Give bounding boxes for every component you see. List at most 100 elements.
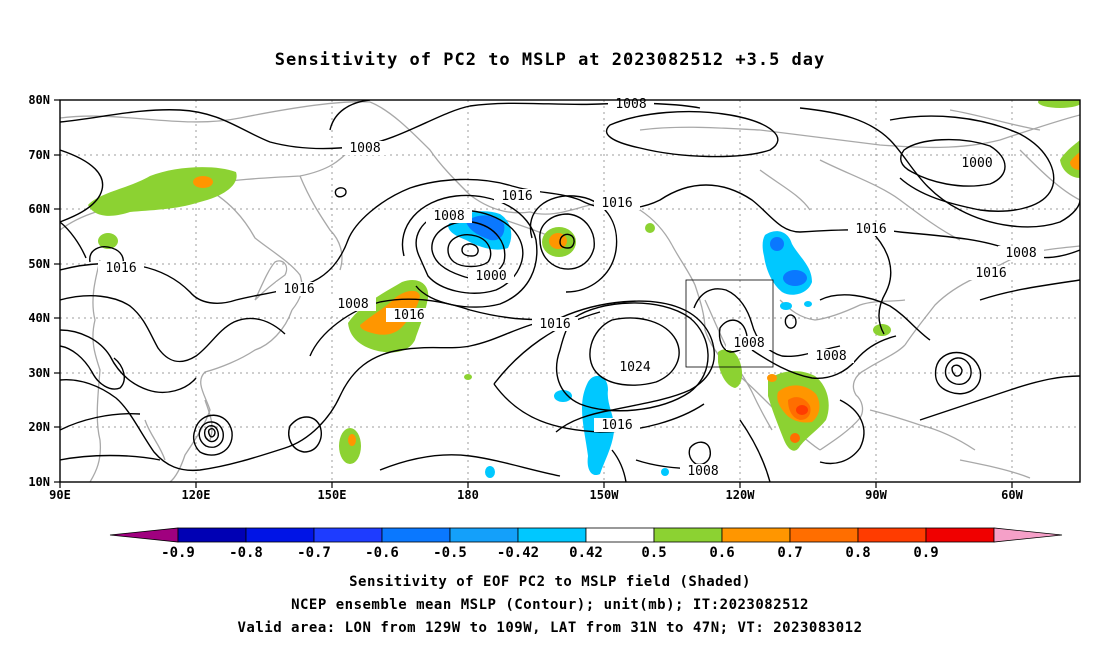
contour-label: 1016: [98, 261, 144, 276]
contour-label: 1008: [330, 297, 376, 312]
mslp-contours: [60, 100, 1080, 482]
lat-label: 20N: [28, 420, 50, 434]
svg-text:1008: 1008: [433, 209, 464, 224]
colorbar-tick-label: -0.8: [229, 545, 263, 561]
lon-label: 180: [457, 488, 479, 502]
lon-label: 150W: [590, 488, 620, 502]
svg-text:1016: 1016: [501, 189, 532, 204]
svg-text:1000: 1000: [475, 269, 506, 284]
svg-text:1016: 1016: [601, 418, 632, 433]
map-background: [60, 100, 1080, 482]
colorbar-tick-label: -0.5: [433, 545, 467, 561]
shade-positive-strong: [796, 405, 808, 415]
lat-label: 70N: [28, 148, 50, 162]
shade-negative-small: [780, 302, 792, 310]
contour-label: 1016: [494, 189, 540, 204]
shade-negative-small: [804, 301, 812, 307]
svg-text:1016: 1016: [283, 282, 314, 297]
shade-negative-strong: [770, 237, 784, 251]
lon-label: 120W: [726, 488, 756, 502]
colorbar-swatch: [313, 527, 383, 543]
colorbar-tick-label: -0.7: [297, 545, 331, 561]
colorbar-tick-label: 0.5: [641, 545, 666, 561]
colorbar-tick-label: -0.6: [365, 545, 399, 561]
svg-text:1008: 1008: [815, 349, 846, 364]
lon-label: 120E: [182, 488, 211, 502]
shade-positive-small: [464, 374, 472, 380]
contour-label: 1008: [998, 246, 1044, 261]
figure-title: Sensitivity of PC2 to MSLP at 2023082512…: [274, 50, 826, 70]
footnote-valid-area: Valid area: LON from 129W to 109W, LAT f…: [237, 620, 863, 636]
svg-text:1016: 1016: [539, 317, 570, 332]
axis-ticks: [54, 99, 1013, 488]
shade-positive-small: [193, 176, 213, 188]
contour-label: 1000: [468, 269, 514, 284]
svg-text:1016: 1016: [393, 308, 424, 323]
latitude-labels: 80N 70N 60N 50N 40N 30N 20N 10N: [28, 93, 50, 489]
contour-label: 1016: [532, 317, 578, 332]
map-frame: [59, 99, 1081, 483]
shade-positive-small: [645, 223, 655, 233]
shade-negative-small: [554, 390, 572, 402]
shade-positive-small: [339, 428, 361, 464]
svg-text:1016: 1016: [601, 196, 632, 211]
lat-label: 50N: [28, 257, 50, 271]
shade-positive-small: [767, 374, 777, 382]
lat-label: 80N: [28, 93, 50, 107]
svg-text:1008: 1008: [1005, 246, 1036, 261]
colorbar-swatch: [721, 527, 791, 543]
svg-text:1008: 1008: [337, 297, 368, 312]
shade-positive-strong: [790, 433, 800, 443]
colorbar: [109, 527, 1063, 543]
grid-lines: [60, 100, 1080, 482]
shade-positive-small: [1038, 100, 1080, 108]
svg-text:1016: 1016: [105, 261, 136, 276]
svg-text:1016: 1016: [975, 266, 1006, 281]
lon-label: 60W: [1001, 488, 1023, 502]
svg-text:1000: 1000: [961, 156, 992, 171]
colorbar-swatch: [177, 527, 247, 543]
valid-area-box: [685, 279, 774, 368]
lon-label: 150E: [318, 488, 347, 502]
lat-label: 30N: [28, 366, 50, 380]
footnote-contour: NCEP ensemble mean MSLP (Contour); unit(…: [291, 597, 809, 613]
contour-label: 1016: [594, 418, 640, 433]
colorbar-tick-label: -0.9: [161, 545, 195, 561]
svg-text:1016: 1016: [855, 222, 886, 237]
longitude-labels: 90E 120E 150E 180 150W 120W 90W 60W: [49, 488, 1023, 502]
shade-positive-medium: [718, 349, 743, 388]
colorbar-arrow-right: [993, 527, 1063, 543]
contour-label: 1000: [954, 156, 1000, 171]
footnote-shading: Sensitivity of EOF PC2 to MSLP field (Sh…: [349, 574, 751, 590]
shade-negative-strong: [466, 215, 505, 241]
contour-label: 1008: [608, 97, 654, 112]
svg-text:1008: 1008: [687, 464, 718, 479]
shade-positive-small: [348, 434, 356, 446]
shade-negative-small: [661, 468, 669, 476]
svg-text:1008: 1008: [733, 336, 764, 351]
contour-label: 1008: [680, 464, 726, 479]
lat-label: 10N: [28, 475, 50, 489]
colorbar-swatch: [449, 527, 519, 543]
colorbar-tick-label: 0.7: [777, 545, 802, 561]
contour-label: 1016: [386, 308, 432, 323]
colorbar-labels: -0.9 -0.8 -0.7 -0.6 -0.5 -0.42 0.42 0.5 0.6 0.7 0.…: [161, 545, 939, 561]
contour-label: 1024: [612, 360, 658, 375]
colorbar-swatch: [789, 527, 859, 543]
shade-negative-small: [485, 466, 495, 478]
colorbar-swatch: [381, 527, 451, 543]
colorbar-tick-label: 0.8: [845, 545, 870, 561]
colorbar-swatch: [857, 527, 927, 543]
colorbar-swatch: [925, 527, 995, 543]
contour-label: 1008: [808, 349, 854, 364]
colorbar-swatch: [245, 527, 315, 543]
colorbar-tick-label: 0.6: [709, 545, 734, 561]
shade-positive-small: [98, 233, 118, 249]
colorbar-swatch: [517, 527, 587, 543]
sensitivity-shading: [88, 100, 1080, 478]
shade-positive-small: [1070, 152, 1080, 170]
colorbar-arrow-left: [109, 527, 179, 543]
contour-label: 1008: [726, 336, 772, 351]
contour-label: 1016: [848, 222, 894, 237]
svg-text:1024: 1024: [619, 360, 650, 375]
